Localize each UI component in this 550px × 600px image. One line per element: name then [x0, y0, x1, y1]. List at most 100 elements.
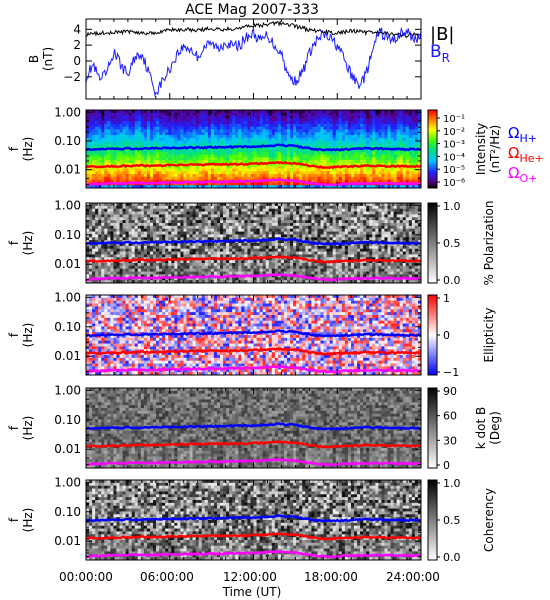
heatmap-cell [216, 174, 221, 178]
heatmap-cell [101, 112, 105, 116]
heatmap-cell [344, 154, 349, 158]
heatmap-cell [149, 174, 154, 178]
heatmap-cell [256, 149, 260, 153]
heatmap-cell [177, 214, 181, 218]
heatmap-cell [104, 154, 108, 158]
heatmap-cell [317, 217, 321, 221]
heatmap-cell [360, 208, 364, 212]
heatmap-cell [213, 185, 218, 189]
heatmap-cell [277, 135, 282, 139]
heatmap-cell [293, 135, 297, 139]
heatmap-cell [296, 228, 300, 232]
heatmap-cell [189, 129, 193, 133]
heatmap-cell [119, 121, 123, 125]
heatmap-cell [274, 121, 279, 125]
heatmap-cell [125, 214, 129, 218]
heatmap-cell [198, 121, 203, 125]
heatmap-cell [113, 135, 117, 139]
heatmap-cell [186, 154, 190, 158]
heatmap-cell [116, 143, 120, 147]
heatmap-cell [366, 132, 370, 136]
heatmap-cell [274, 168, 279, 172]
heatmap-cell [357, 211, 361, 215]
heatmap-cell [210, 168, 215, 172]
heatmap-cell [381, 205, 385, 210]
heatmap-cell [122, 121, 126, 125]
heatmap-cell [387, 132, 391, 136]
heatmap-cell [137, 151, 142, 155]
heatmap-cell [357, 149, 361, 153]
heatmap-cell [268, 185, 273, 189]
heatmap-cell [235, 240, 239, 244]
heatmap-cell [241, 165, 245, 169]
heatmap-cell [378, 174, 382, 178]
heatmap-cell [153, 237, 157, 241]
heatmap-cell [305, 205, 309, 210]
heatmap-cell [335, 228, 340, 232]
heatmap-cell [360, 234, 364, 238]
heatmap-cell [235, 185, 239, 189]
heatmap-cell [283, 211, 288, 215]
heatmap-cell [241, 137, 245, 141]
heatmap-cell [204, 157, 209, 161]
heatmap-cell [253, 231, 257, 235]
heatmap-cell [207, 115, 212, 119]
heatmap-cell [143, 151, 148, 155]
heatmap-cell [216, 203, 221, 207]
heatmap-cell [296, 245, 300, 250]
heatmap-cell [311, 243, 315, 247]
heatmap-cell [189, 157, 193, 161]
heatmap-cell [116, 245, 120, 250]
heatmap-cell [146, 135, 151, 139]
heatmap-cell [335, 140, 340, 144]
heatmap-cell [274, 245, 279, 250]
heatmap-cell [378, 185, 382, 189]
heatmap-cell [280, 112, 285, 116]
heatmap-cell [186, 165, 190, 169]
heatmap-cell [314, 157, 318, 161]
heatmap-cell [177, 140, 181, 144]
heatmap-cell [107, 223, 111, 227]
heatmap-cell [341, 245, 346, 250]
heatmap-cell [131, 123, 136, 128]
heatmap-cell [165, 151, 169, 155]
heatmap-cell [104, 168, 108, 172]
heatmap-cell [341, 157, 346, 161]
heatmap-cell [119, 234, 123, 238]
heatmap-cell [165, 176, 169, 180]
heatmap-cell [110, 160, 114, 164]
heatmap-cell [198, 132, 203, 136]
heatmap-cell [241, 174, 245, 178]
heatmap-cell [201, 231, 206, 235]
heatmap-cell [341, 234, 346, 238]
heatmap-cell [98, 121, 102, 125]
heatmap-cell [375, 211, 379, 215]
heatmap-cell [323, 129, 327, 133]
heatmap-cell [119, 112, 123, 116]
heatmap-cell [387, 234, 391, 238]
heatmap-cell [293, 165, 297, 169]
heatmap-cell [314, 154, 318, 158]
heatmap-cell [125, 149, 129, 153]
heatmap-cell [290, 240, 294, 244]
heatmap-cell [223, 182, 227, 186]
heatmap-cell [134, 176, 139, 180]
heatmap-cell [98, 129, 102, 133]
heatmap-cell [171, 203, 175, 207]
heatmap-cell [393, 214, 397, 218]
heatmap-cell [183, 160, 187, 164]
heatmap-cell [293, 118, 297, 122]
heatmap-cell [89, 234, 93, 238]
heatmap-cell [140, 168, 145, 172]
heatmap-cell [104, 220, 108, 224]
heatmap-cell [143, 137, 148, 141]
heatmap-cell [153, 245, 157, 250]
heatmap-cell [98, 157, 102, 161]
heatmap-cell [162, 157, 166, 161]
heatmap-cell [220, 211, 224, 215]
heatmap-cell [125, 151, 129, 155]
heatmap-cell [311, 179, 315, 183]
heatmap-cell [369, 135, 373, 139]
heatmap-cell [347, 132, 352, 136]
heatmap-cell [335, 168, 340, 172]
